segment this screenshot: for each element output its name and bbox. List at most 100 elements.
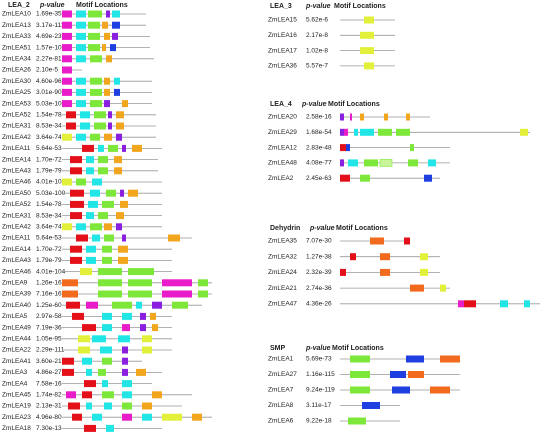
p-value: 1.79e-79: [36, 168, 62, 175]
p-value: 5.69e-73: [306, 356, 332, 363]
motif-box: [142, 346, 152, 354]
motif-box: [88, 44, 100, 52]
motif-box: [104, 88, 110, 96]
p-value: 2.58e-16: [306, 114, 332, 121]
motif-box: [90, 133, 100, 141]
gene-name: ZmLEA29: [268, 129, 297, 136]
motif-box: [152, 301, 162, 309]
p-value: 5.64e-53: [36, 235, 62, 242]
motif-box: [86, 245, 96, 253]
gene-name: ZmLEA31: [2, 123, 31, 130]
p-value: 3.60e-21: [36, 358, 62, 365]
motif-header: Motif Locations: [76, 2, 128, 9]
pvalue-header: p-value: [309, 225, 335, 232]
motif-box: [70, 156, 82, 164]
motif-box: [92, 178, 102, 186]
motif-box: [62, 279, 78, 287]
motif-box: [150, 312, 156, 320]
motif-box: [122, 234, 126, 242]
motif-box: [104, 402, 112, 410]
motif-box: [122, 100, 128, 108]
motif-box: [70, 167, 82, 175]
motif-box: [84, 424, 96, 432]
gene-name: ZmLEA2: [268, 175, 294, 182]
motif-box: [362, 402, 380, 409]
motif-box: [122, 391, 132, 399]
motif-box: [116, 212, 124, 220]
motif-box: [408, 371, 424, 378]
gene-name: ZmLEA9: [2, 280, 28, 287]
motif-box: [80, 122, 90, 130]
motif-box: [76, 88, 86, 96]
motif-box: [98, 279, 122, 287]
motif-box: [80, 268, 92, 276]
motif-box: [348, 417, 366, 425]
gene-name: ZmLEA53: [2, 100, 31, 107]
motif-box: [102, 245, 112, 253]
motif-box: [122, 413, 132, 421]
motif-box: [98, 156, 108, 164]
motif-box: [128, 189, 138, 197]
motif-box: [92, 413, 102, 421]
motif-box: [122, 312, 132, 320]
motif-box: [410, 144, 414, 152]
gene-name: ZmLEA43: [2, 257, 31, 264]
motif-box: [192, 413, 202, 421]
motif-box: [380, 268, 390, 276]
motif-box: [104, 77, 110, 85]
motif-box: [168, 234, 180, 242]
gene-name: ZmLEA18: [2, 425, 31, 432]
gene-name: ZmLEA12: [268, 144, 297, 151]
p-value: 1.70e-72: [36, 156, 62, 163]
motif-box: [62, 10, 72, 18]
p-value: 2.10e-5: [36, 67, 58, 74]
gene-name: ZmLEA42: [2, 134, 31, 141]
p-value: 7.16e-169: [36, 291, 66, 298]
motif-box: [410, 284, 424, 292]
motif-box: [350, 386, 370, 394]
motif-box: [102, 200, 114, 208]
p-value: 4.01e-104: [36, 268, 66, 275]
group-title: SMP: [270, 345, 286, 352]
p-value: 5.57e-7: [306, 63, 328, 70]
p-value: 5.03e-100: [36, 100, 66, 107]
motif-box: [340, 113, 344, 121]
p-value: 2.83e-48: [306, 144, 332, 151]
motif-box: [62, 357, 74, 365]
motif-box: [120, 200, 128, 208]
motif-box: [114, 88, 120, 96]
motif-box: [152, 391, 162, 399]
motif-box: [90, 77, 102, 85]
motif-box: [162, 279, 192, 287]
motif-box: [354, 128, 358, 136]
motif-header: Motif Locations: [336, 225, 388, 232]
motif-box: [140, 324, 146, 332]
motif-box: [66, 111, 76, 119]
motif-box: [116, 133, 122, 141]
p-value: 4.60e-96: [36, 78, 62, 85]
motif-box: [62, 88, 72, 96]
motif-box: [122, 324, 130, 332]
motif-box: [360, 31, 374, 39]
motif-box: [428, 159, 436, 167]
motif-box: [86, 212, 94, 220]
motif-box: [70, 189, 84, 197]
motif-box: [62, 55, 72, 63]
pvalue-header: p-value: [39, 2, 65, 9]
motif-box: [500, 300, 508, 308]
motif-box: [72, 413, 82, 421]
gene-name: ZmLEA15: [268, 17, 297, 24]
motif-box: [70, 200, 84, 208]
motif-box: [116, 111, 124, 119]
motif-box: [162, 413, 182, 421]
p-value: 2.45e-63: [306, 175, 332, 182]
p-value: 1.70e-72: [36, 246, 62, 253]
group-title: LEA_4: [270, 101, 292, 108]
motif-box: [198, 290, 208, 298]
motif-box: [62, 290, 78, 298]
motif-box: [128, 290, 152, 298]
p-value: 1.54e-78: [36, 201, 62, 208]
motif-box: [406, 355, 424, 363]
motif-box: [116, 122, 124, 130]
motif-box: [70, 256, 82, 264]
